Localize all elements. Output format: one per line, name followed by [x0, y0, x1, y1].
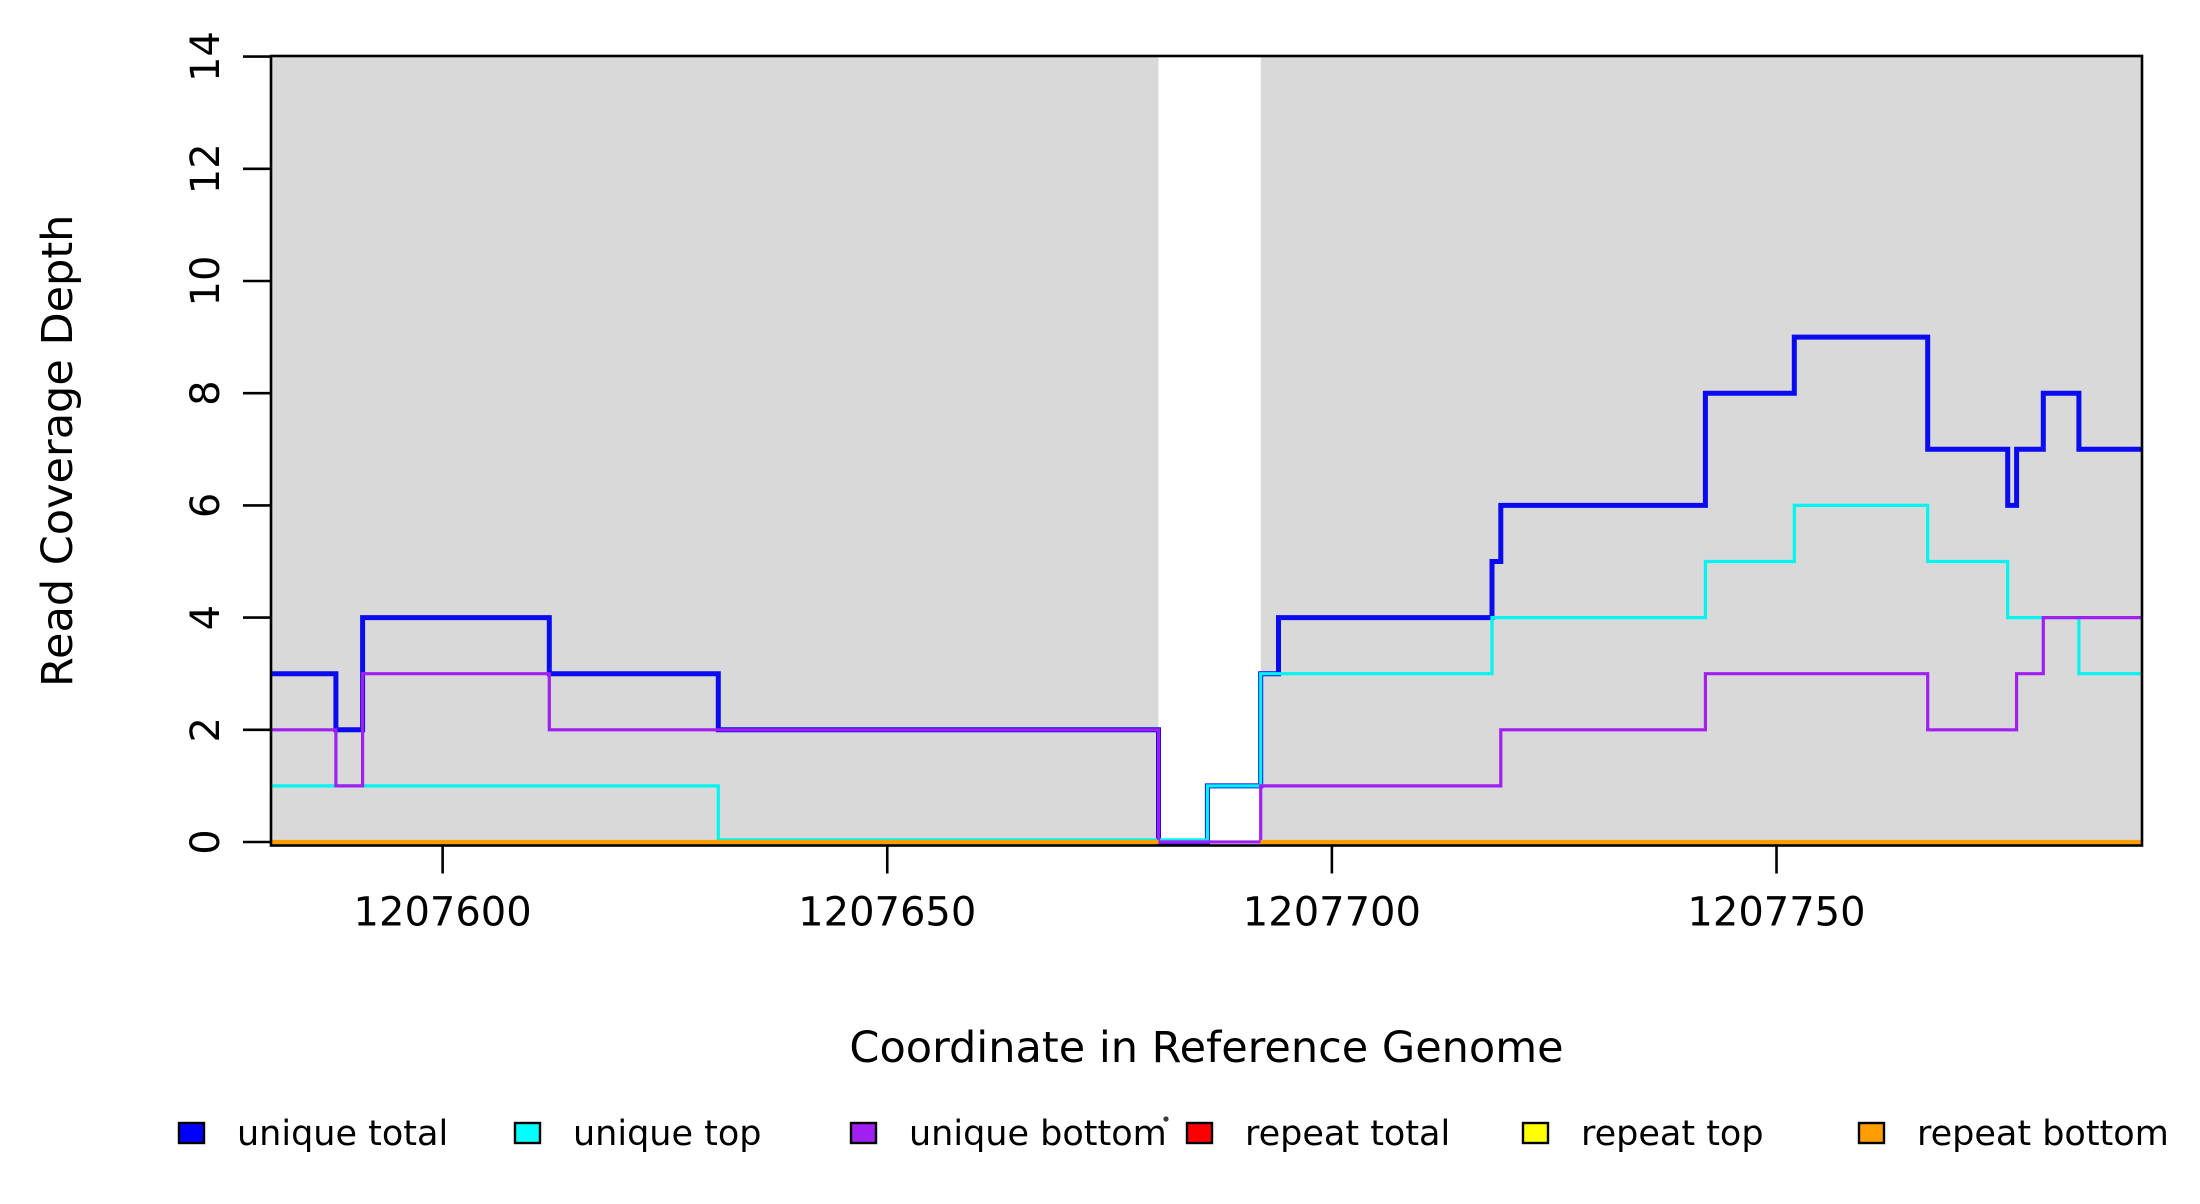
legend-label-repeat-top: repeat top: [1581, 1114, 1764, 1154]
y-axis-tick-label: 0: [183, 829, 229, 854]
y-axis-tick-label: 12: [183, 143, 229, 194]
legend-swatch-unique-total: [177, 1121, 206, 1145]
y-axis-tick-label: 10: [183, 256, 229, 307]
legend-swatch-unique-bottom: [849, 1121, 878, 1145]
series-line-unique-bottom: [271, 616, 2142, 844]
y-axis-tick-label: 2: [183, 717, 229, 742]
x-axis-title: Coordinate in Reference Genome: [849, 1023, 1563, 1073]
y-axis-tick-label: 14: [183, 31, 229, 82]
legend-swatch-repeat-top: [1521, 1121, 1550, 1145]
series-line-unique-total: [271, 334, 2142, 845]
legend-swatch-repeat-bottom: [1857, 1121, 1886, 1145]
annotation-band-1: [271, 56, 1159, 846]
plot-border: [269, 54, 2144, 847]
x-axis-tick-label: 1207750: [1687, 890, 1865, 936]
legend-swatch-repeat-total: [1185, 1121, 1214, 1145]
x-axis-tick-label: 1207650: [798, 890, 976, 936]
legend-label-repeat-bottom: repeat bottom: [1917, 1114, 2169, 1154]
y-axis-tick-label: 8: [183, 380, 229, 405]
legend-label-unique-top: unique top: [573, 1114, 762, 1154]
y-axis-tick-label: 6: [183, 493, 229, 518]
series-line-unique-top: [271, 503, 2142, 842]
legend-label-unique-bottom: unique bottom: [909, 1114, 1167, 1154]
legend-swatch-unique-top: [513, 1121, 542, 1145]
legend-label-unique-total: unique total: [237, 1114, 448, 1154]
stray-dot-artifact: [1163, 1116, 1169, 1122]
y-axis-title: Read Coverage Depth: [33, 215, 83, 687]
y-axis-tick-label: 4: [183, 605, 229, 630]
x-axis-tick-label: 1207600: [354, 890, 532, 936]
x-axis-tick-label: 1207700: [1243, 890, 1421, 936]
legend-label-repeat-total: repeat total: [1245, 1114, 1450, 1154]
